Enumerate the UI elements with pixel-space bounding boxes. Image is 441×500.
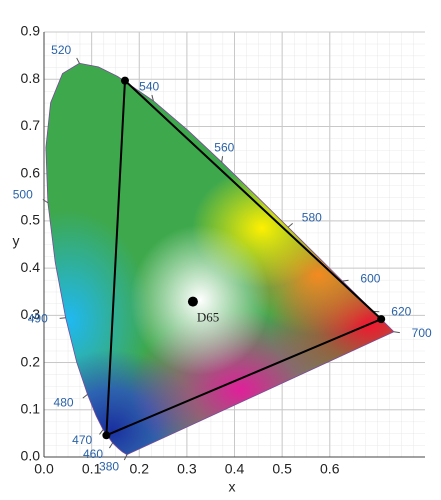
wavelength-label: 470 xyxy=(72,433,92,447)
x-tick-label: 0.0 xyxy=(34,461,54,477)
wavelength-label: 600 xyxy=(360,271,380,285)
wavelength-tick xyxy=(123,454,128,461)
spectral-locus xyxy=(45,62,395,456)
wavelength-label: 540 xyxy=(139,79,159,93)
white-point-label: D65 xyxy=(197,310,219,325)
y-tick-label: 0.0 xyxy=(21,448,41,464)
wavelength-label: 490 xyxy=(28,312,48,326)
x-tick-label: 0.3 xyxy=(177,461,197,477)
x-tick-label: 0.2 xyxy=(130,461,150,477)
wavelength-label: 380 xyxy=(99,459,119,473)
wavelength-label: 480 xyxy=(54,395,74,409)
primary-point xyxy=(377,315,386,324)
y-tick-label: 0.9 xyxy=(21,23,41,39)
wavelength-tick xyxy=(99,429,104,435)
wavelength-tick xyxy=(342,279,349,282)
wavelength-label: 700 xyxy=(412,326,432,340)
wavelength-label: 560 xyxy=(214,140,234,154)
wavelength-tick xyxy=(108,442,114,449)
y-tick-label: 0.7 xyxy=(21,117,41,133)
wavelength-tick xyxy=(59,317,66,319)
y-tick-label: 0.4 xyxy=(21,259,41,275)
wavelength-label: 500 xyxy=(13,187,33,201)
y-tick-label: 0.2 xyxy=(21,353,41,369)
y-tick-label: 0.8 xyxy=(21,70,41,86)
wavelength-tick xyxy=(82,393,88,399)
wavelength-label: 620 xyxy=(391,304,411,318)
y-axis-label: y xyxy=(13,233,20,249)
x-tick-label: 0.6 xyxy=(320,461,340,477)
wavelength-tick xyxy=(42,199,49,204)
gamut-triangle xyxy=(105,78,383,437)
x-tick-label: 0.1 xyxy=(82,461,102,477)
x-tick-label: 0.4 xyxy=(225,461,245,477)
x-axis-label: x xyxy=(229,479,236,495)
wavelength-label: 460 xyxy=(83,447,103,461)
x-tick-label: 0.5 xyxy=(272,461,292,477)
y-tick-label: 0.3 xyxy=(21,306,41,322)
y-tick-label: 0.5 xyxy=(21,212,41,228)
y-tick-label: 0.1 xyxy=(21,400,41,416)
wavelength-label: 520 xyxy=(51,43,71,57)
y-tick-label: 0.6 xyxy=(21,164,41,180)
primary-point xyxy=(102,431,111,440)
wavelength-tick xyxy=(287,222,293,228)
wavelength-tick xyxy=(151,94,154,101)
wavelength-tick xyxy=(221,156,224,163)
white-point xyxy=(187,296,198,307)
wavelength-label: 580 xyxy=(302,210,322,224)
wavelength-tick xyxy=(393,331,400,334)
wavelength-tick xyxy=(76,57,80,64)
primary-point xyxy=(120,76,129,85)
